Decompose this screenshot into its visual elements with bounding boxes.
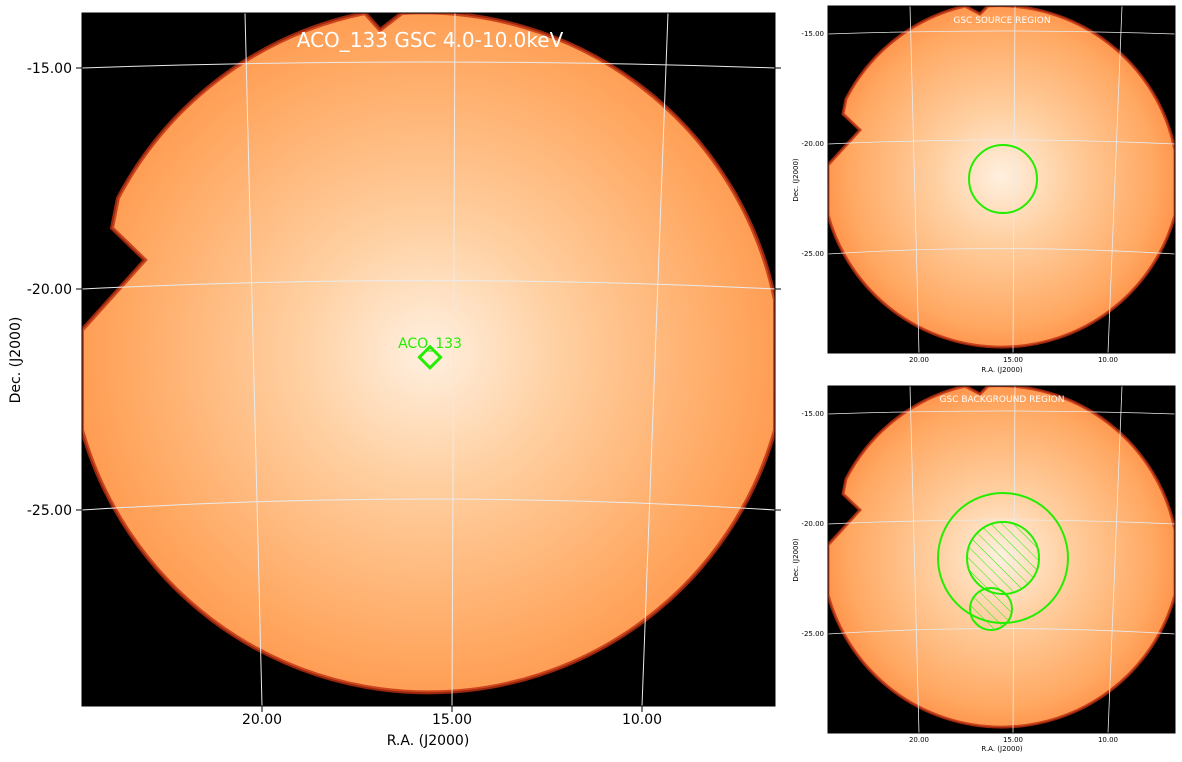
- background-y-axis-label: Dec. (J2000): [792, 538, 800, 582]
- source-x-tick: 20.00: [909, 356, 929, 364]
- source-region-map: GSC SOURCE REGION -15.00 -20.00 -25.00 2…: [792, 5, 1176, 374]
- main-coordinate-grid: [82, 13, 775, 706]
- background-x-tick: 20.00: [909, 736, 929, 744]
- source-panel-title: GSC SOURCE REGION: [953, 16, 1050, 26]
- background-x-tick: 10.00: [1098, 736, 1118, 744]
- source-coordinate-grid: [828, 6, 1175, 353]
- source-label: ACO_133: [398, 336, 462, 352]
- main-x-tick: 20.00: [242, 712, 282, 728]
- main-x-tick: 15.00: [432, 712, 472, 728]
- source-detector-fov: [828, 6, 1175, 349]
- main-y-tick: -15.00: [27, 61, 72, 77]
- source-region-panel: GSC SOURCE REGION -15.00 -20.00 -25.00 2…: [790, 0, 1182, 378]
- source-exclusion-circle[interactable]: [966, 521, 1040, 595]
- background-region-panel: GSC BACKGROUND REGION -15.00 -20.00 -25.…: [790, 380, 1182, 758]
- background-panel-title: GSC BACKGROUND REGION: [940, 395, 1065, 405]
- main-image-panel: ACO_133 GSC 4.0-10.0keV ACO_133 -15.00 -…: [8, 12, 781, 749]
- source-y-axis-label: Dec. (J2000): [792, 158, 800, 202]
- main-y-axis-label: Dec. (J2000): [8, 317, 24, 404]
- main-x-axis-label: R.A. (J2000): [387, 733, 470, 749]
- main-sky-map: ACO_133 GSC 4.0-10.0keV ACO_133 -15.00 -…: [8, 12, 781, 749]
- background-x-axis-label: R.A. (J2000): [981, 745, 1023, 753]
- source-region-circle[interactable]: [968, 144, 1038, 214]
- background-y-tick: -15.00: [801, 410, 824, 418]
- main-y-tick: -20.00: [27, 282, 72, 298]
- source-x-axis-label: R.A. (J2000): [981, 366, 1023, 374]
- main-title: ACO_133 GSC 4.0-10.0keV: [297, 28, 564, 52]
- background-x-tick: 15.00: [1003, 736, 1023, 744]
- source-x-tick: 15.00: [1003, 356, 1023, 364]
- source-y-tick: -25.00: [801, 250, 824, 258]
- main-detector-fov: [82, 13, 775, 693]
- source-x-tick: 10.00: [1098, 356, 1118, 364]
- source-y-tick: -20.00: [801, 140, 824, 148]
- background-annulus-circle[interactable]: [937, 492, 1069, 624]
- source-diamond-marker[interactable]: [417, 344, 443, 371]
- main-y-tick: -25.00: [27, 503, 72, 519]
- background-y-tick: -25.00: [801, 630, 824, 638]
- background-y-tick: -20.00: [801, 520, 824, 528]
- background-region-map: GSC BACKGROUND REGION -15.00 -20.00 -25.…: [792, 385, 1176, 753]
- source-y-tick: -15.00: [801, 30, 824, 38]
- main-x-tick: 10.00: [622, 712, 662, 728]
